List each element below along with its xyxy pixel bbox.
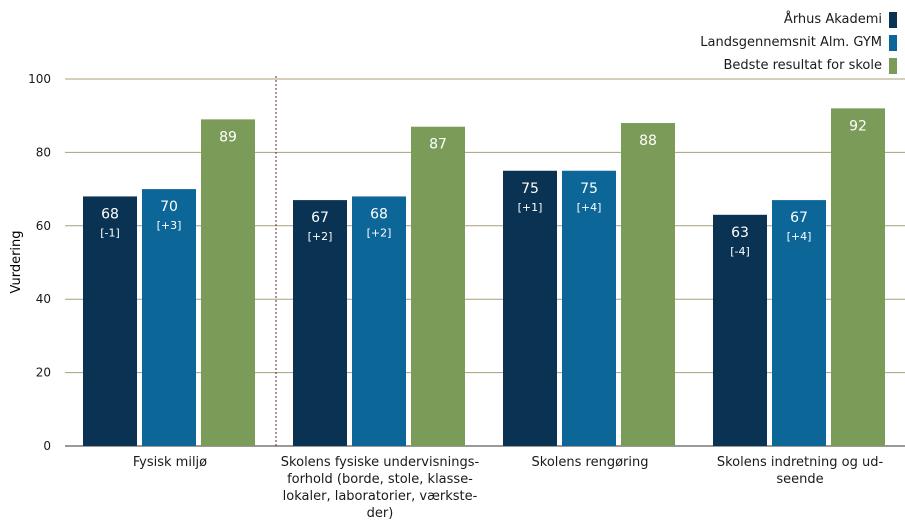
y-tick-label: 60 [36, 219, 51, 233]
bar-value-label: 89 [219, 129, 237, 145]
legend-label: Århus Akademi [783, 12, 882, 27]
category-label: Skolens fysiske undervisnings- [281, 455, 480, 470]
bar-value-label: 92 [849, 118, 867, 134]
bar-change-label: [+2] [367, 226, 392, 239]
bar [142, 189, 196, 446]
bar-change-label: [+1] [518, 201, 543, 214]
bar [411, 126, 465, 447]
bar [352, 196, 406, 446]
bar [562, 170, 616, 446]
category-label: der) [367, 506, 394, 521]
bar-value-label: 68 [370, 206, 388, 222]
legend-swatch [889, 34, 897, 51]
bar-value-label: 75 [580, 181, 598, 197]
bar [621, 123, 675, 446]
bar-value-label: 75 [521, 181, 539, 197]
bar [293, 200, 347, 446]
category-label: Fysisk miljø [133, 455, 207, 470]
bar-change-label: [+3] [157, 219, 182, 232]
legend-label: Bedste resultat for skole [723, 58, 882, 73]
legend-item: Landsgennemsnit Alm. GYM [700, 31, 897, 54]
bar-change-label: [-4] [730, 245, 750, 258]
bar-value-label: 67 [311, 210, 329, 226]
y-tick-label: 0 [43, 439, 51, 453]
bar [831, 108, 885, 447]
bar-change-label: [-1] [100, 226, 120, 239]
category-label: Skolens indretning og ud- [717, 455, 884, 470]
bar-value-label: 67 [790, 210, 808, 226]
legend-label: Landsgennemsnit Alm. GYM [700, 35, 882, 50]
bar [772, 200, 826, 446]
y-tick-label: 20 [36, 366, 51, 380]
y-tick-label: 40 [36, 292, 51, 306]
bar-change-label: [+4] [787, 230, 812, 243]
bar-value-label: 68 [101, 206, 119, 222]
bar-value-label: 70 [160, 199, 178, 215]
legend-swatch [889, 57, 897, 74]
y-axis-ticks: 0 20 40 60 80 100 [28, 72, 51, 453]
bar-value-label: 88 [639, 133, 657, 149]
legend-item: Bedste resultat for skole [700, 54, 897, 77]
legend: Århus Akademi Landsgennemsnit Alm. GYM B… [700, 8, 897, 77]
bar [201, 119, 255, 447]
legend-item: Århus Akademi [700, 8, 897, 31]
bar-change-label: [+2] [308, 230, 333, 243]
category-label: lokaler, laboratorier, værkste- [283, 489, 478, 504]
legend-swatch [889, 11, 897, 28]
bar-value-label: 63 [731, 225, 749, 241]
bar-change-label: [+4] [577, 201, 602, 214]
y-tick-label: 100 [28, 72, 51, 86]
x-axis: Fysisk miljø Skolens fysiske undervisning… [133, 455, 884, 521]
category-label: seende [776, 472, 823, 487]
bar [713, 214, 767, 446]
category-label: Skolens rengøring [532, 455, 649, 470]
y-tick-label: 80 [36, 145, 51, 159]
bar [83, 196, 137, 446]
bar-value-label: 87 [429, 137, 447, 153]
category-label: forhold (borde, stole, klasse- [287, 472, 473, 487]
bar [503, 170, 557, 446]
bars: 68 [-1] 70 [+3] 89 67 [+2] 68 [+2] 87 75 [+1] 75 [+4]… [83, 108, 885, 447]
y-axis-label: Vurdering [9, 230, 24, 293]
